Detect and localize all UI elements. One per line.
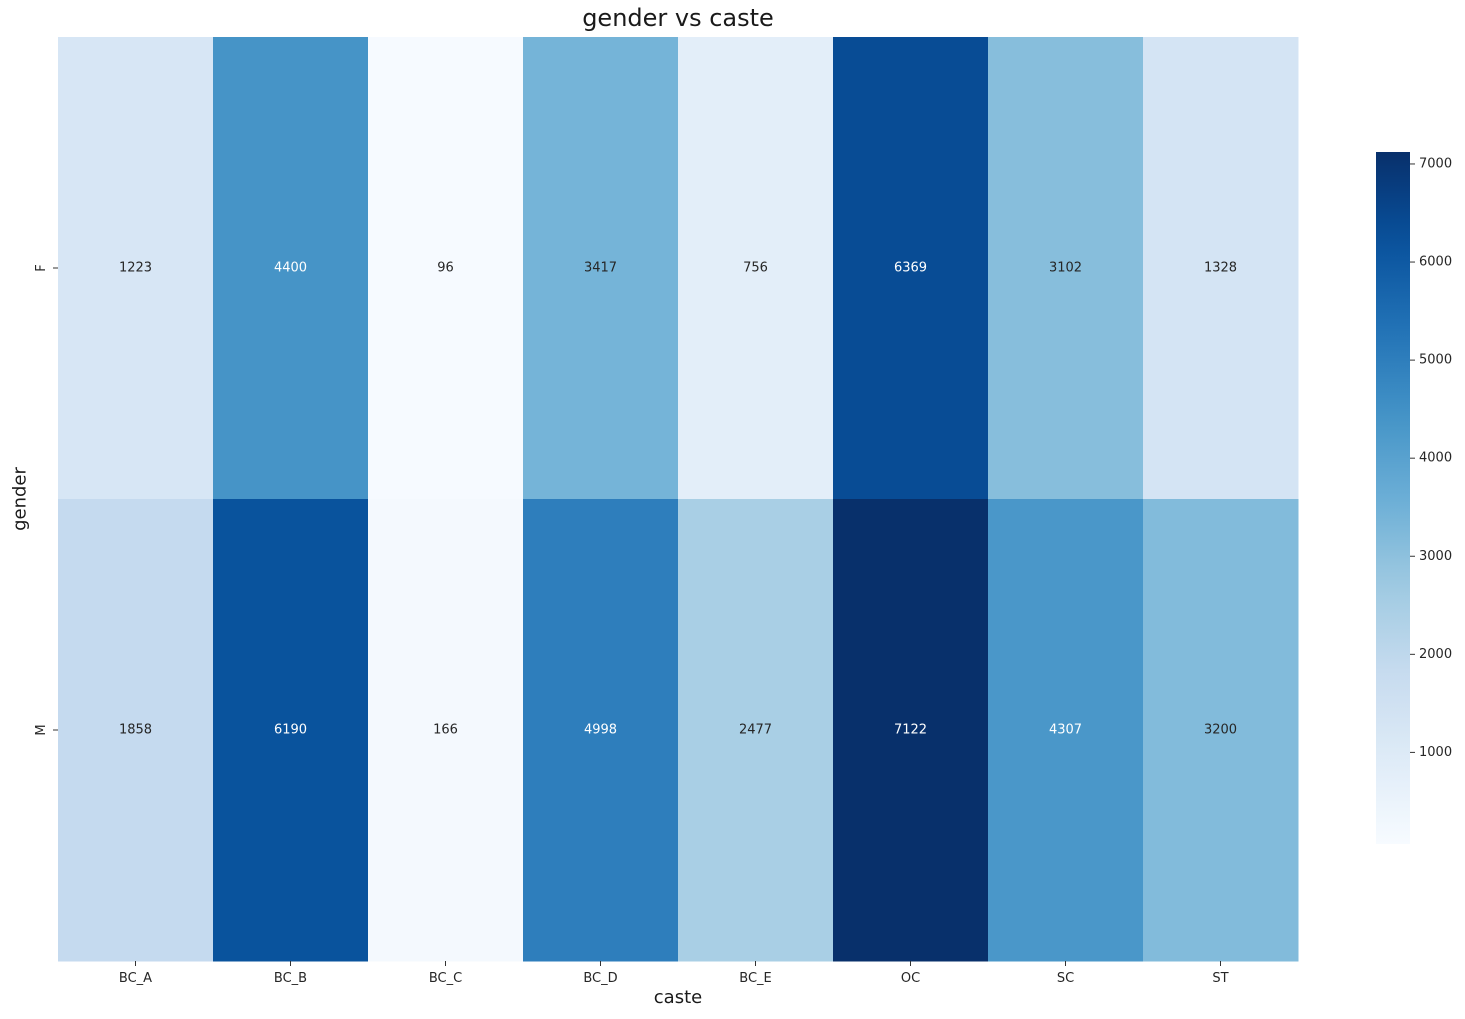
heatmap-cell bbox=[1143, 499, 1299, 962]
colorbar-tick-label: 3000 bbox=[1419, 549, 1452, 564]
heatmap-cell bbox=[213, 499, 369, 962]
cell-value-label: 756 bbox=[743, 261, 768, 276]
y-tick-label: F bbox=[34, 264, 49, 271]
heatmap-cell bbox=[678, 499, 834, 962]
heatmap-cell bbox=[833, 499, 989, 962]
cell-value-label: 1328 bbox=[1204, 261, 1237, 276]
cell-value-label: 7122 bbox=[894, 723, 927, 738]
x-tick-label: BC_A bbox=[119, 971, 152, 986]
heatmap-cell bbox=[368, 499, 524, 962]
cell-value-label: 4400 bbox=[274, 261, 307, 276]
heatmap-cell bbox=[368, 37, 524, 500]
heatmap-cell bbox=[213, 37, 369, 500]
colorbar-tick-label: 7000 bbox=[1419, 156, 1452, 171]
heatmap-cell bbox=[58, 37, 214, 500]
cell-value-label: 3102 bbox=[1049, 261, 1082, 276]
heatmap-cell bbox=[833, 37, 989, 500]
cell-value-label: 1858 bbox=[119, 723, 152, 738]
cell-value-label: 3417 bbox=[584, 261, 617, 276]
colorbar bbox=[1376, 152, 1410, 844]
chart-title: gender vs caste bbox=[582, 4, 774, 32]
colorbar-tick-label: 1000 bbox=[1419, 745, 1452, 760]
cell-value-label: 6369 bbox=[894, 261, 927, 276]
x-tick-label: ST bbox=[1212, 971, 1228, 986]
heatmap-cell bbox=[678, 37, 834, 500]
colorbar-tick-label: 2000 bbox=[1419, 647, 1452, 662]
cell-value-label: 4307 bbox=[1049, 723, 1082, 738]
heatmap-cell bbox=[523, 37, 679, 500]
x-tick-label: BC_C bbox=[429, 971, 462, 986]
heatmap-cell bbox=[1143, 37, 1299, 500]
cell-value-label: 3200 bbox=[1204, 723, 1237, 738]
colorbar-tick-label: 4000 bbox=[1419, 451, 1452, 466]
x-tick-label: OC bbox=[901, 971, 920, 986]
x-tick-label: BC_B bbox=[274, 971, 307, 986]
heatmap-cell bbox=[988, 499, 1144, 962]
y-tick-label: M bbox=[34, 724, 49, 735]
x-tick-label: BC_D bbox=[583, 971, 617, 986]
cell-value-label: 4998 bbox=[584, 723, 617, 738]
x-axis-label: caste bbox=[653, 987, 703, 1008]
cell-value-label: 166 bbox=[433, 723, 458, 738]
heatmap-cell bbox=[523, 499, 679, 962]
cell-value-label: 6190 bbox=[274, 723, 307, 738]
cell-value-label: 96 bbox=[437, 261, 454, 276]
heatmap-cell bbox=[988, 37, 1144, 500]
cell-value-label: 1223 bbox=[119, 261, 152, 276]
colorbar-tick-label: 5000 bbox=[1419, 353, 1452, 368]
cell-value-label: 2477 bbox=[739, 723, 772, 738]
x-tick-label: BC_E bbox=[739, 971, 771, 986]
heatmap-cell bbox=[58, 499, 214, 962]
x-tick-label: SC bbox=[1057, 971, 1074, 986]
colorbar-tick-label: 6000 bbox=[1419, 255, 1452, 270]
